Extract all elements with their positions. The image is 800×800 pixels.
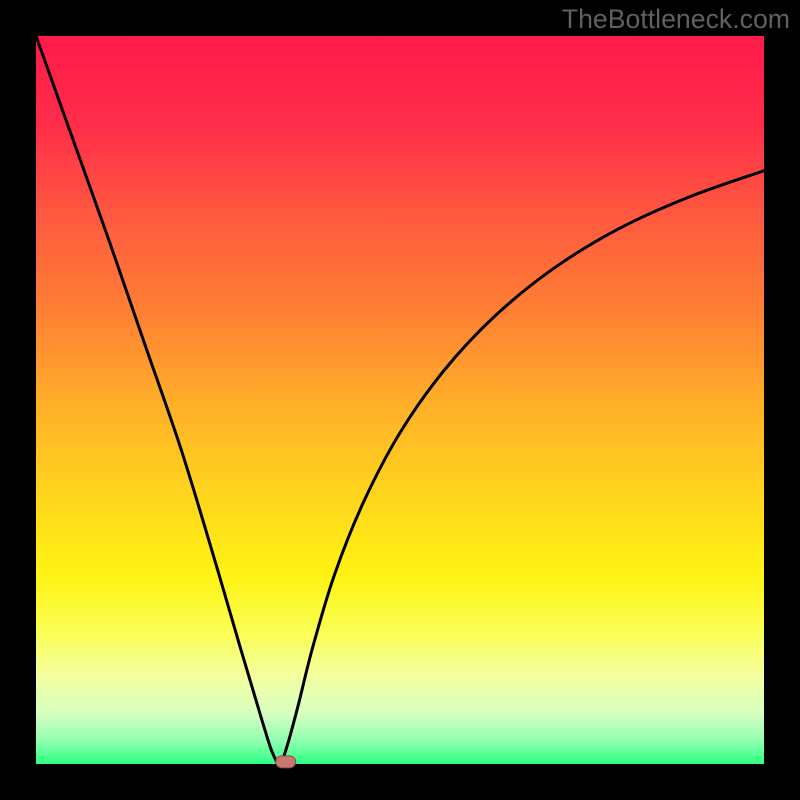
watermark-text: TheBottleneck.com <box>562 4 790 35</box>
image-root: TheBottleneck.com <box>0 0 800 800</box>
chart-canvas <box>0 0 800 800</box>
curve-minimum-marker <box>276 756 296 768</box>
plot-background <box>36 36 764 764</box>
